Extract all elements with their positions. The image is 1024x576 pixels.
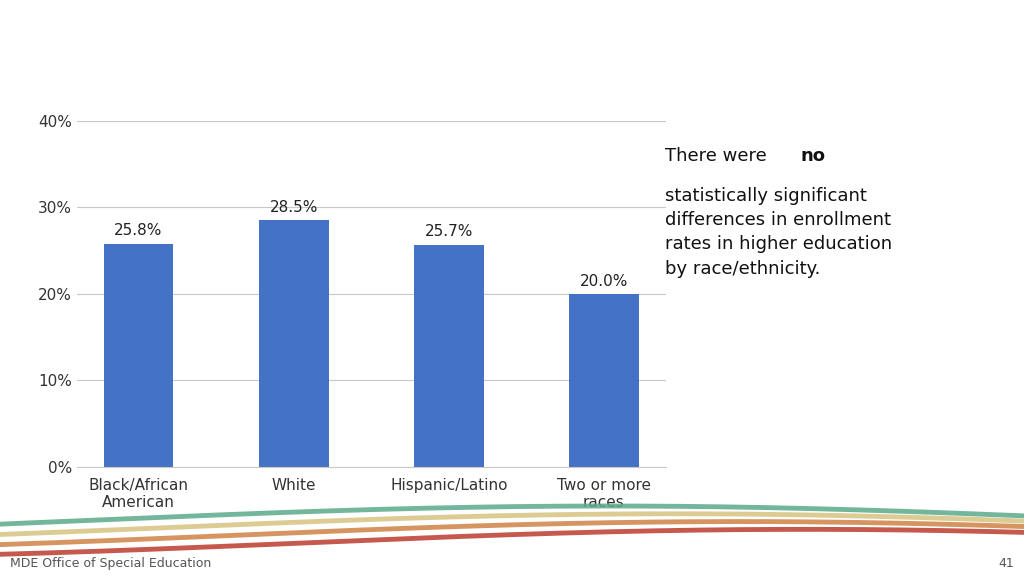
Bar <box>259 221 329 467</box>
Text: 28.5%: 28.5% <box>269 200 317 215</box>
Text: 25.7%: 25.7% <box>425 224 473 240</box>
Text: 20.0%: 20.0% <box>580 274 628 289</box>
Text: 25.8%: 25.8% <box>115 223 163 238</box>
Bar <box>103 244 173 467</box>
Text: 41: 41 <box>998 557 1014 570</box>
Bar <box>414 244 483 467</box>
Text: There were: There were <box>666 147 773 165</box>
Text: statistically significant
differences in enrollment
rates in higher education
by: statistically significant differences in… <box>666 187 893 278</box>
Text: no: no <box>801 147 825 165</box>
Bar <box>569 294 639 467</box>
Text: MDE Office of Special Education: MDE Office of Special Education <box>10 557 212 570</box>
Text: Enrollment in Higher Education by Race/Ethnicity
– FFY2019: Enrollment in Higher Education by Race/E… <box>23 13 868 78</box>
